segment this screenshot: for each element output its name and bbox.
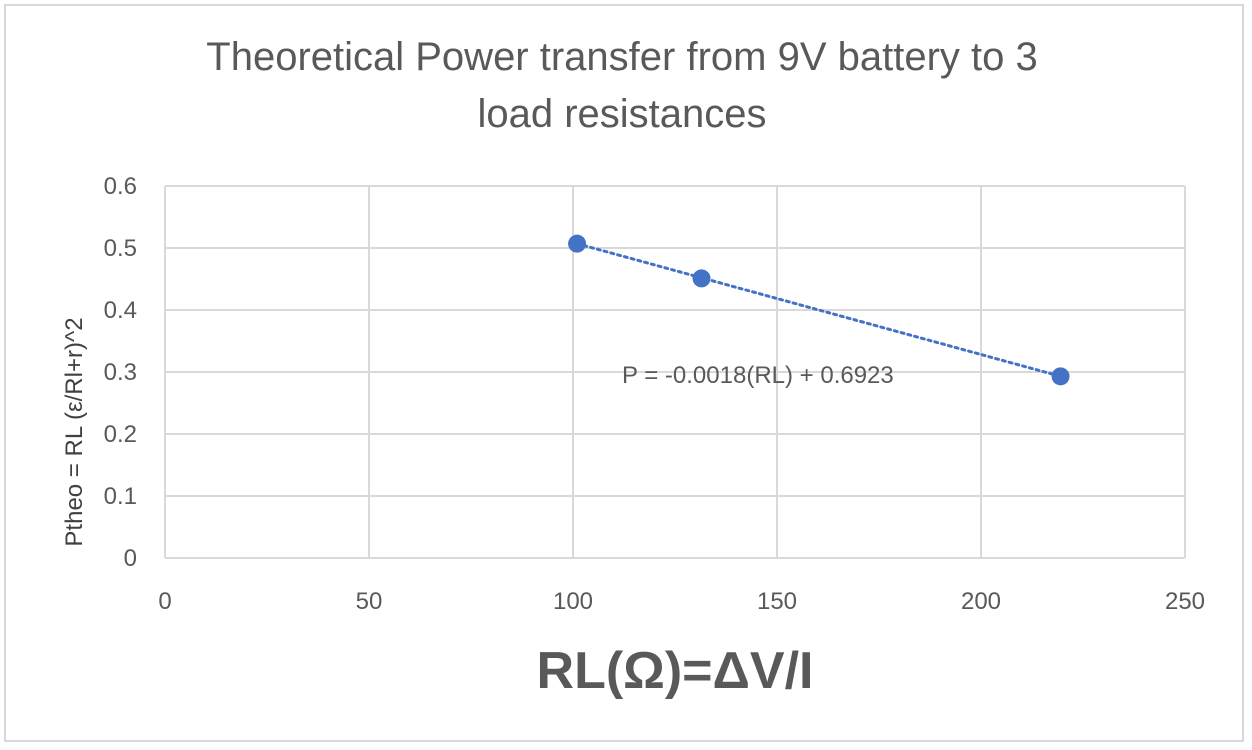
chart-title-line-2: load resistances — [477, 92, 766, 136]
chart-title-line-1: Theoretical Power transfer from 9V batte… — [206, 35, 1037, 79]
data-point — [568, 234, 587, 253]
y-tick-label: 0.6 — [104, 173, 137, 200]
data-points — [568, 234, 1070, 386]
x-tick-label: 0 — [158, 588, 171, 615]
data-point — [692, 269, 711, 288]
y-tick-label: 0.2 — [104, 421, 137, 448]
y-axis-label: Ptheo = RL (ε/Rl+r)^2 — [61, 317, 88, 546]
trendline-group — [575, 242, 1063, 378]
y-tick-label: 0.4 — [104, 297, 137, 324]
x-tick-label: 200 — [961, 588, 1001, 615]
y-tick-label: 0.1 — [104, 483, 137, 510]
x-tick-label: 50 — [356, 588, 383, 615]
trendline-equation: P = -0.0018(RL) + 0.6923 — [622, 362, 894, 389]
y-tick-label: 0 — [124, 545, 137, 572]
x-tick-label: 250 — [1165, 588, 1205, 615]
trendline — [575, 242, 1063, 378]
data-point — [1051, 367, 1070, 386]
x-tick-label: 100 — [553, 588, 593, 615]
x-tick-label: 150 — [757, 588, 797, 615]
x-axis-ticks: 0 50 100 150 200 250 — [158, 588, 1205, 615]
y-tick-label: 0.3 — [104, 359, 137, 386]
y-tick-label: 0.5 — [104, 235, 137, 262]
y-axis-ticks: 0 0.1 0.2 0.3 0.4 0.5 0.6 — [104, 173, 137, 572]
x-axis-label: RL(Ω)=ΔV/I — [537, 642, 814, 700]
